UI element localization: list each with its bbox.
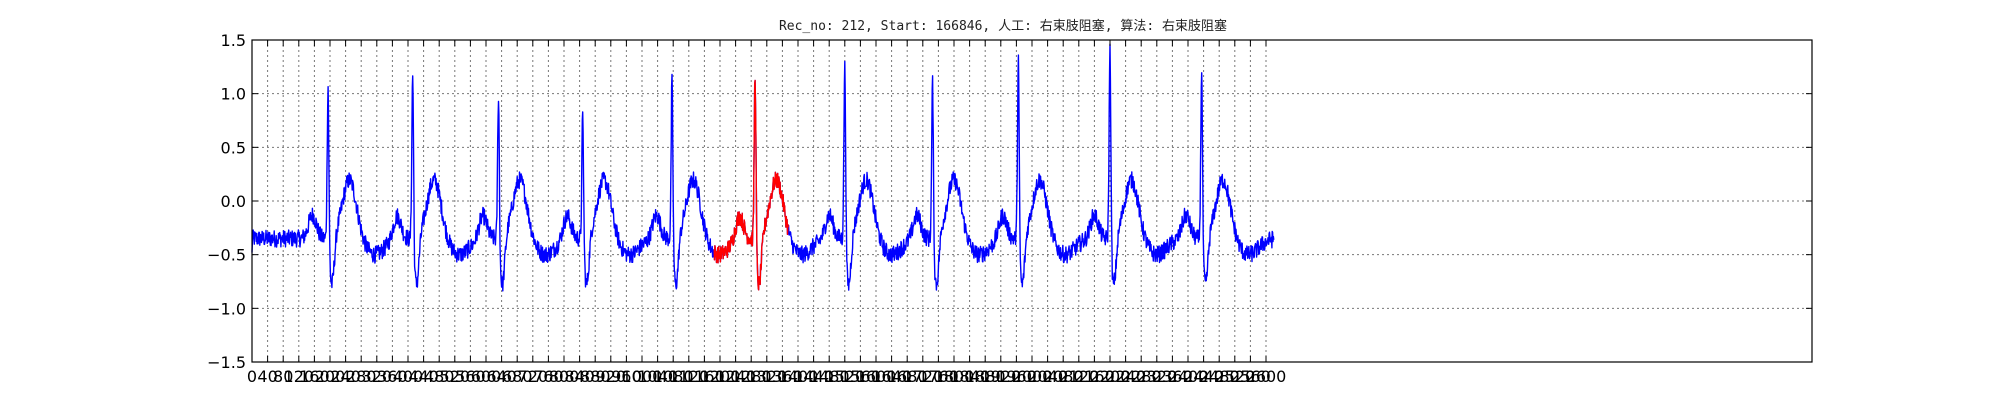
- x-tick-label: 1600: [856, 367, 897, 386]
- x-tick-label: 320: [362, 367, 393, 386]
- chart-title: Rec_no: 212, Start: 166846, 人工: 右束肢阻塞, 算…: [779, 18, 1227, 34]
- x-tick-label: 1320: [746, 367, 787, 386]
- x-tick-label: 40: [257, 367, 277, 386]
- x-tick-label: 1840: [949, 367, 990, 386]
- x-tick-label: 1200: [700, 367, 741, 386]
- x-tick-label: 2440: [1183, 367, 1224, 386]
- x-tick-label: 360: [377, 367, 408, 386]
- x-tick-label: 1800: [934, 367, 975, 386]
- x-tick-label: 280: [346, 367, 377, 386]
- x-tick-label: 1120: [668, 367, 709, 386]
- x-tick-label: 680: [502, 367, 533, 386]
- x-tick-label: 1520: [824, 367, 865, 386]
- x-tick-label: 1760: [918, 367, 959, 386]
- y-tick-label: −0.5: [207, 246, 246, 265]
- x-tick-label: 1080: [653, 367, 694, 386]
- x-tick-label: 2400: [1168, 367, 1209, 386]
- x-tick-label: 720: [518, 367, 549, 386]
- x-tick-label: 800: [549, 367, 580, 386]
- x-tick-label: 2480: [1199, 367, 1240, 386]
- y-tick-label: 1.5: [221, 31, 246, 50]
- x-tick-label: 1880: [965, 367, 1006, 386]
- x-tick-label: 760: [533, 367, 564, 386]
- x-tick-label: 840: [564, 367, 595, 386]
- x-tick-label: 1240: [715, 367, 756, 386]
- x-tick-label: 480: [424, 367, 455, 386]
- x-tick-label: 920: [596, 367, 627, 386]
- y-tick-label: −1.5: [207, 353, 246, 372]
- x-tick-label: 1720: [902, 367, 943, 386]
- x-tick-label: 1920: [980, 367, 1021, 386]
- x-tick-label: 2240: [1105, 367, 1146, 386]
- y-tick-label: −1.0: [207, 299, 246, 318]
- x-tick-label: 120: [284, 367, 315, 386]
- x-tick-label: 400: [393, 367, 424, 386]
- y-tick-label: 0.0: [221, 192, 246, 211]
- x-tick-label: 1960: [996, 367, 1037, 386]
- x-tick-label: 1480: [809, 367, 850, 386]
- x-tick-label: 2000: [1012, 367, 1053, 386]
- ecg-highlight-line: [713, 79, 789, 291]
- x-tick-label: 1040: [637, 367, 678, 386]
- x-axis: 0 408012016020024028032036040044048052056…: [247, 40, 1286, 386]
- x-tick-label: 1360: [762, 367, 803, 386]
- x-tick-label: 2560: [1230, 367, 1271, 386]
- grid: [252, 40, 1812, 362]
- y-axis: −1.5 −1.0 −0.5 0.0 0.5 1.0 1.5: [207, 31, 1812, 372]
- x-tick-label: 640: [486, 367, 517, 386]
- x-tick-label: 2600: [1246, 367, 1287, 386]
- x-tick-label: 2120: [1058, 367, 1099, 386]
- x-tick-label: 1680: [887, 367, 928, 386]
- y-tick-label: 1.0: [221, 85, 246, 104]
- x-tick-label: 2320: [1136, 367, 1177, 386]
- x-tick-label: 1160: [684, 367, 725, 386]
- x-tick-label: 1400: [778, 367, 819, 386]
- ecg-series-line: [251, 43, 1275, 292]
- x-tick-label: 2080: [1043, 367, 1084, 386]
- x-tick-label: 80: [273, 367, 293, 386]
- x-tick-label: 1640: [871, 367, 912, 386]
- x-tick-label: 160: [299, 367, 330, 386]
- x-tick-label: 0: [247, 367, 257, 386]
- x-tick-label: 200: [315, 367, 346, 386]
- x-tick-label: 1560: [840, 367, 881, 386]
- x-tick-label: 2360: [1152, 367, 1193, 386]
- x-tick-label: 600: [471, 367, 502, 386]
- x-tick-label: 2040: [1027, 367, 1068, 386]
- x-tick-label: 960: [611, 367, 642, 386]
- x-tick-label: 2200: [1090, 367, 1131, 386]
- y-tick-label: 0.5: [221, 138, 246, 157]
- x-tick-label: 2520: [1214, 367, 1255, 386]
- x-tick-label: 1000: [622, 367, 663, 386]
- x-tick-label: 2280: [1121, 367, 1162, 386]
- x-tick-label: 1440: [793, 367, 834, 386]
- x-tick-label: 880: [580, 367, 611, 386]
- x-tick-label: 240: [330, 367, 361, 386]
- x-tick-label: 1280: [731, 367, 772, 386]
- x-tick-label: 440: [408, 367, 439, 386]
- series-layer: [251, 43, 1275, 292]
- x-tick-label: 520: [440, 367, 471, 386]
- x-tick-label: 560: [455, 367, 486, 386]
- x-tick-label: 2160: [1074, 367, 1115, 386]
